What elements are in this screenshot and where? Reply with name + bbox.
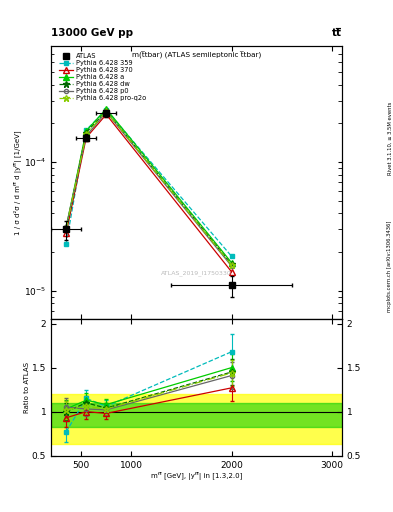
- Legend: ATLAS, Pythia 6.428 359, Pythia 6.428 370, Pythia 6.428 a, Pythia 6.428 dw, Pyth: ATLAS, Pythia 6.428 359, Pythia 6.428 37…: [57, 52, 148, 103]
- Pythia 6.428 pro-q2o: [104, 109, 108, 115]
- Pythia 6.428 370: [64, 230, 68, 236]
- Line: Pythia 6.428 dw: Pythia 6.428 dw: [62, 108, 235, 268]
- Y-axis label: Ratio to ATLAS: Ratio to ATLAS: [24, 362, 31, 413]
- Text: ATLAS_2019_I1750330: ATLAS_2019_I1750330: [161, 270, 232, 275]
- Pythia 6.428 370: [104, 112, 108, 118]
- Text: m(t̅tbar) (ATLAS semileptonic t̅tbar): m(t̅tbar) (ATLAS semileptonic t̅tbar): [132, 52, 261, 59]
- Text: tt̅: tt̅: [332, 28, 342, 38]
- Pythia 6.428 a: [64, 224, 68, 230]
- Line: Pythia 6.428 370: Pythia 6.428 370: [63, 112, 234, 274]
- Pythia 6.428 359: [84, 127, 88, 133]
- Pythia 6.428 a: [229, 260, 234, 266]
- Line: Pythia 6.428 a: Pythia 6.428 a: [63, 106, 234, 265]
- Pythia 6.428 p0: [229, 263, 234, 269]
- Text: 13000 GeV pp: 13000 GeV pp: [51, 28, 133, 38]
- Pythia 6.428 pro-q2o: [229, 262, 234, 268]
- Y-axis label: 1 / σ d²σ / d mᵗᵗ̅ d |yᵗᵗ̅| [1/GeV]: 1 / σ d²σ / d mᵗᵗ̅ d |yᵗᵗ̅| [1/GeV]: [15, 130, 22, 235]
- Pythia 6.428 370: [229, 269, 234, 275]
- Text: Rivet 3.1.10, ≥ 3.5M events: Rivet 3.1.10, ≥ 3.5M events: [387, 101, 392, 175]
- Line: Pythia 6.428 359: Pythia 6.428 359: [64, 108, 234, 259]
- Pythia 6.428 359: [229, 253, 234, 260]
- Pythia 6.428 p0: [64, 224, 68, 230]
- Pythia 6.428 359: [64, 241, 68, 247]
- Line: Pythia 6.428 p0: Pythia 6.428 p0: [64, 110, 234, 268]
- Line: Pythia 6.428 pro-q2o: Pythia 6.428 pro-q2o: [62, 108, 235, 269]
- Text: mcplots.cern.ch [arXiv:1306.3436]: mcplots.cern.ch [arXiv:1306.3436]: [387, 221, 392, 312]
- Pythia 6.428 a: [84, 128, 88, 134]
- X-axis label: mᵗᵗ̅ [GeV], |yᵗᵗ̅| in [1.3,2.0]: mᵗᵗ̅ [GeV], |yᵗᵗ̅| in [1.3,2.0]: [151, 472, 242, 480]
- Bar: [51, 403, 342, 426]
- Pythia 6.428 pro-q2o: [64, 225, 68, 231]
- Pythia 6.428 dw: [64, 226, 68, 232]
- Pythia 6.428 p0: [104, 109, 108, 115]
- Pythia 6.428 370: [84, 135, 88, 141]
- Pythia 6.428 359: [104, 107, 108, 113]
- Pythia 6.428 pro-q2o: [84, 131, 88, 137]
- Pythia 6.428 dw: [104, 108, 108, 114]
- Pythia 6.428 dw: [84, 130, 88, 136]
- Pythia 6.428 p0: [84, 133, 88, 139]
- Pythia 6.428 a: [104, 106, 108, 112]
- Bar: [51, 394, 342, 444]
- Pythia 6.428 dw: [229, 261, 234, 267]
